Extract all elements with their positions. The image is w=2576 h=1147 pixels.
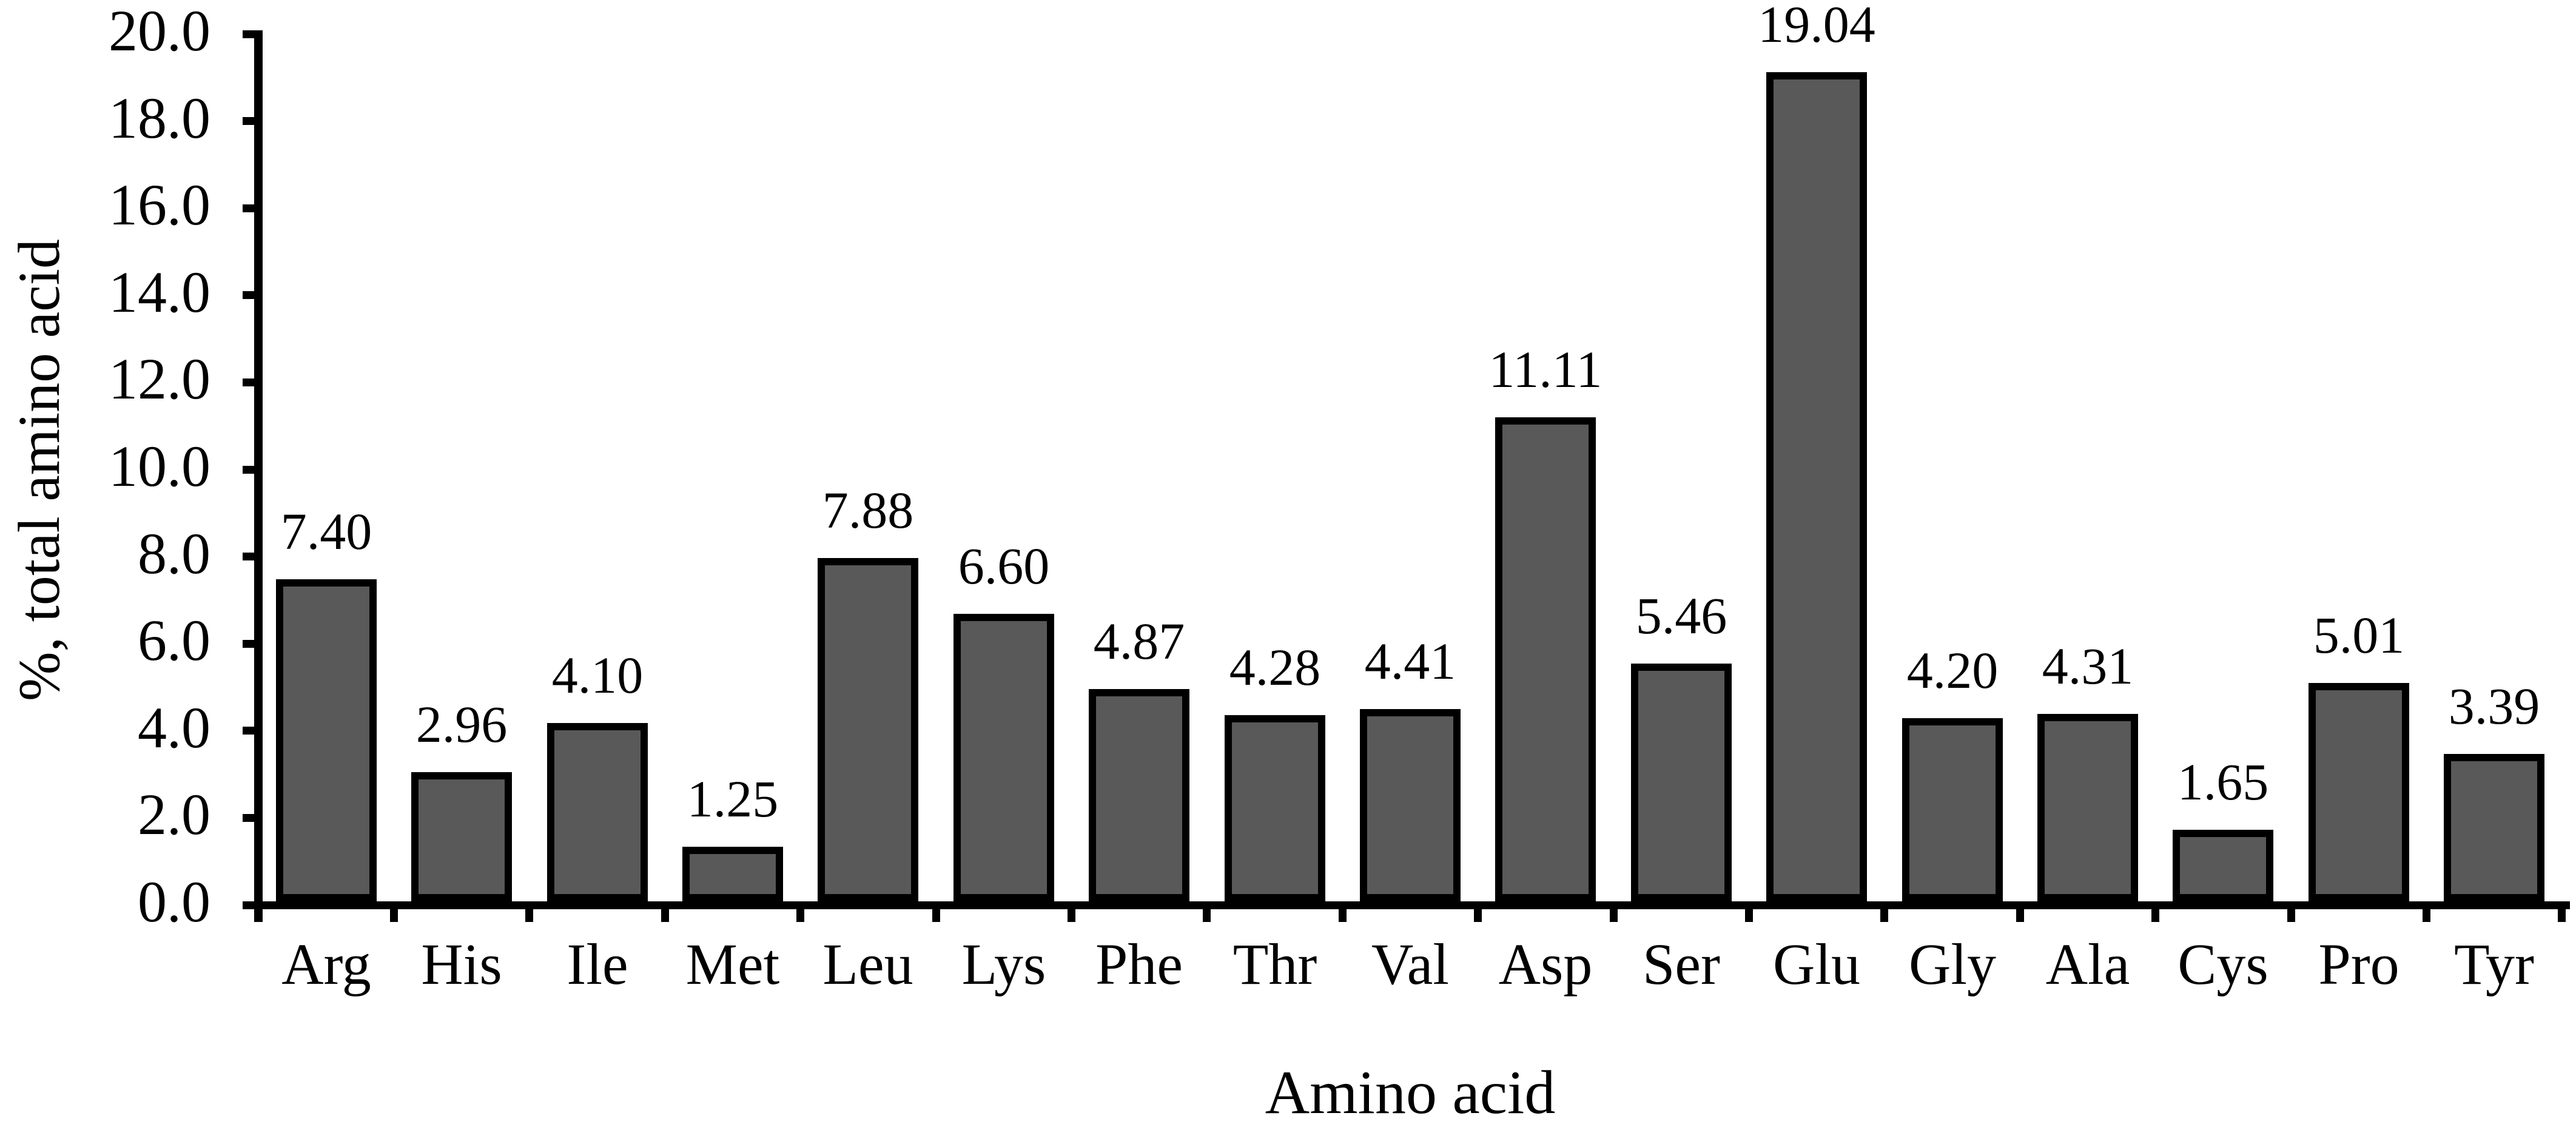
category-label-Pro: Pro (2318, 932, 2399, 997)
category-label-Asp: Asp (1498, 932, 1593, 997)
value-label-Arg: 7.40 (280, 502, 372, 560)
value-label-Glu: 19.04 (1758, 0, 1875, 53)
category-label-Leu: Leu (822, 932, 913, 997)
value-label-Val: 4.41 (1364, 632, 1456, 690)
category-label-Phe: Phe (1095, 932, 1183, 997)
value-label-Ser: 5.46 (1635, 587, 1727, 645)
value-label-Thr: 4.28 (1229, 638, 1321, 696)
category-label-Lys: Lys (961, 932, 1046, 997)
category-label-Thr: Thr (1233, 932, 1317, 997)
y-tick-label-0.0: 0.0 (138, 869, 210, 934)
x-axis-title: Amino acid (1265, 1058, 1556, 1127)
bar-Pro (2309, 683, 2409, 901)
category-label-Val: Val (1371, 932, 1449, 997)
bar-Phe (1089, 689, 1189, 901)
value-label-Leu: 7.88 (822, 481, 914, 539)
y-tick-label-8.0: 8.0 (138, 521, 210, 586)
y-tick-label-4.0: 4.0 (138, 695, 210, 760)
y-tick-label-2.0: 2.0 (138, 782, 210, 847)
bar-Met (682, 847, 783, 901)
bar-Ala (2037, 714, 2138, 901)
category-label-Ala: Ala (2045, 932, 2130, 997)
y-tick-label-10.0: 10.0 (109, 434, 210, 499)
bar-Val (1360, 709, 1461, 901)
bar-Cys (2173, 830, 2273, 901)
category-label-Met: Met (685, 932, 780, 997)
value-label-His: 2.96 (415, 695, 508, 753)
bar-Arg (276, 579, 377, 901)
category-label-Cys: Cys (2177, 932, 2268, 997)
y-tick-label-20.0: 20.0 (109, 0, 210, 63)
value-label-Gly: 4.20 (1906, 641, 1999, 699)
category-label-Glu: Glu (1773, 932, 1860, 997)
value-label-Met: 1.25 (687, 770, 779, 828)
bar-Gly (1902, 718, 2003, 901)
category-label-Gly: Gly (1909, 932, 1996, 997)
y-tick-label-18.0: 18.0 (109, 86, 210, 150)
y-tick-label-12.0: 12.0 (109, 346, 210, 411)
value-label-Phe: 4.87 (1093, 612, 1185, 670)
category-label-Ser: Ser (1643, 932, 1720, 997)
x-axis-line (243, 901, 2570, 909)
category-label-Arg: Arg (281, 932, 371, 997)
value-label-Pro: 5.01 (2313, 606, 2405, 664)
value-label-Tyr: 3.39 (2448, 677, 2540, 735)
bar-Glu (1766, 72, 1867, 901)
value-label-Cys: 1.65 (2177, 753, 2269, 811)
bar-Ser (1631, 664, 1732, 901)
bar-Lys (953, 614, 1054, 901)
bar-Asp (1495, 417, 1596, 901)
category-label-His: His (421, 932, 502, 997)
bar-Thr (1225, 715, 1325, 901)
category-label-Tyr: Tyr (2454, 932, 2534, 997)
value-label-Asp: 11.11 (1488, 340, 1602, 399)
bar-Leu (818, 558, 918, 901)
bar-His (411, 772, 512, 901)
bar-Ile (547, 723, 648, 901)
category-label-Ile: Ile (567, 932, 628, 997)
bar-Tyr (2444, 754, 2544, 901)
value-label-Lys: 6.60 (958, 537, 1050, 595)
y-tick-label-14.0: 14.0 (109, 260, 210, 325)
y-tick-label-16.0: 16.0 (109, 172, 210, 237)
y-axis-line (254, 30, 263, 922)
value-label-Ile: 4.10 (551, 646, 644, 704)
y-tick-label-6.0: 6.0 (138, 608, 210, 673)
value-label-Ala: 4.31 (2042, 637, 2134, 695)
